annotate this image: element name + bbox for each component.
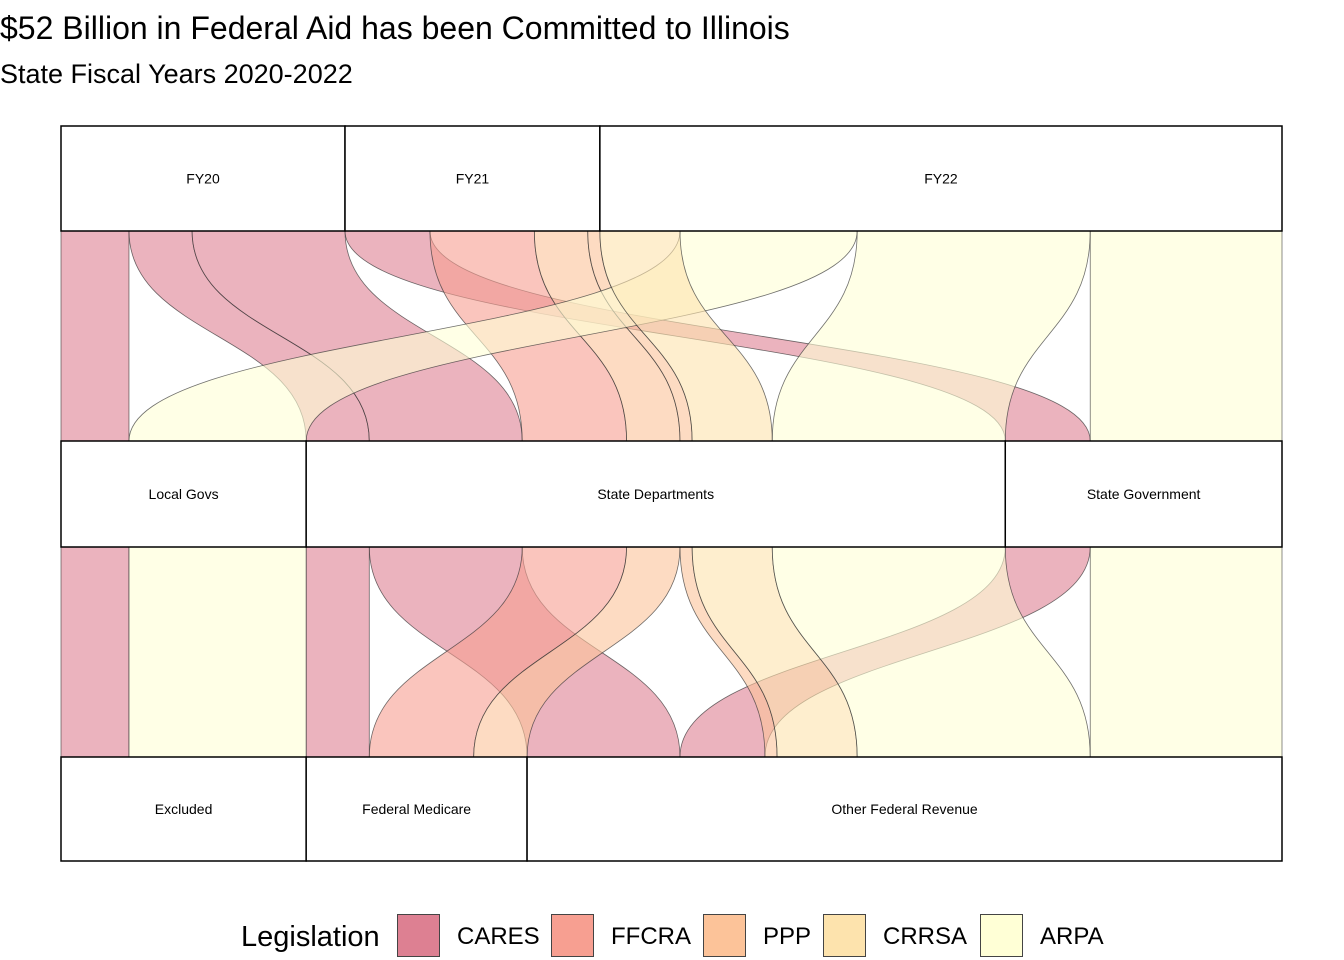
legend-label-ffcra: FFCRA xyxy=(611,923,691,950)
ribbon-arpa-state-government-to-other-federal-revenue xyxy=(1089,546,1283,758)
stratum-box-other-federal-revenue xyxy=(526,756,1283,862)
stratum-box-state-government xyxy=(1004,440,1283,548)
ribbon-cares-local-govs-to-excluded xyxy=(60,546,130,758)
axis-2-strata: Local Govs State Departments State Governm… xyxy=(60,440,1283,548)
stratum-label-local-govs: Local Govs xyxy=(149,486,219,502)
stratum-box-state-departments xyxy=(305,440,1007,548)
stratum-label-state-departments: State Departments xyxy=(597,486,714,502)
legend: Legislation CARES FFCRA PPP CRRSA ARPA xyxy=(0,913,1344,959)
stratum-label-fy22: FY22 xyxy=(924,171,958,187)
ribbon-cares-fy20-to-local-govs xyxy=(60,230,130,442)
stratum-box-local-govs xyxy=(60,440,307,548)
chart-subtitle: State Fiscal Years 2020-2022 xyxy=(0,59,353,89)
ribbon-arpa-fy22-to-state-government xyxy=(1089,230,1283,442)
axis-3-strata: Excluded Federal Medicare Other Federal Re… xyxy=(60,756,1283,862)
stratum-box-fy21 xyxy=(344,125,601,232)
stratum-box-fy22 xyxy=(599,125,1283,232)
stratum-label-other-federal-revenue: Other Federal Revenue xyxy=(831,801,978,817)
legend-label-arpa: ARPA xyxy=(1040,923,1104,950)
ribbons-2-3 xyxy=(60,546,1283,758)
legend-label-ppp: PPP xyxy=(763,923,812,950)
legend-key-crrsa xyxy=(823,914,866,957)
stratum-label-state-government: State Government xyxy=(1087,486,1201,502)
legend-key-ffcra xyxy=(551,914,594,957)
stratum-box-excluded xyxy=(60,756,307,862)
ribbons-1-2 xyxy=(60,230,1283,442)
stratum-label-federal-medicare: Federal Medicare xyxy=(362,801,471,817)
legend-key-ppp xyxy=(703,914,746,957)
alluvial-chart: FY20 FY21 FY22 Local Govs State Departments S… xyxy=(60,125,1283,862)
legend-label-cares: CARES xyxy=(457,923,540,950)
ribbon-cares-state-departments-to-federal-medicare xyxy=(305,546,370,758)
axis-1-strata: FY20 FY21 FY22 xyxy=(60,125,1283,232)
legend-label-crrsa: CRRSA xyxy=(883,923,968,950)
legend-key-arpa xyxy=(980,914,1023,957)
legend-title: Legislation xyxy=(241,921,380,953)
stratum-box-fy20 xyxy=(60,125,346,232)
legend-key-cares xyxy=(397,914,440,957)
stratum-label-fy21: FY21 xyxy=(456,171,490,187)
stratum-box-federal-medicare xyxy=(305,756,528,862)
ribbon-arpa-local-govs-to-excluded xyxy=(128,546,307,758)
stratum-label-fy20: FY20 xyxy=(186,171,220,187)
chart-title: $52 Billion in Federal Aid has been Comm… xyxy=(0,10,790,46)
stratum-label-excluded: Excluded xyxy=(155,801,213,817)
